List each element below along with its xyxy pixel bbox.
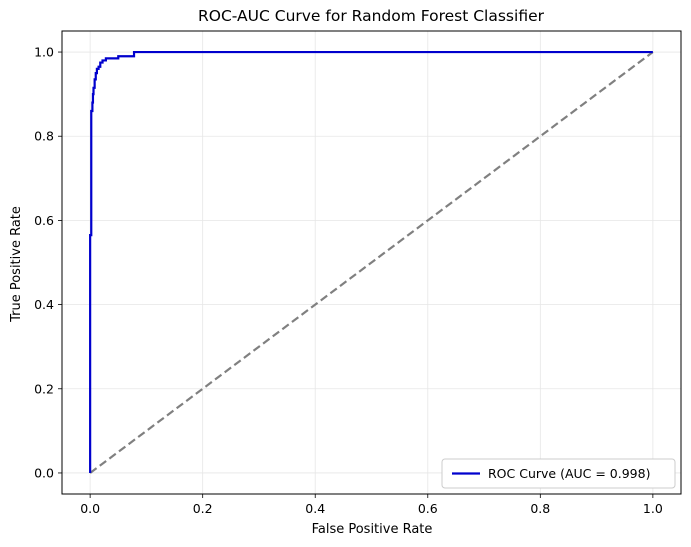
series-layer — [89, 50, 654, 474]
x-tick-label: 0.4 — [305, 501, 325, 516]
y-tick-label: 0.0 — [34, 465, 54, 480]
y-tick-label: 0.8 — [34, 129, 54, 144]
y-tick-label: 0.4 — [34, 297, 54, 312]
y-tick-label: 0.6 — [34, 213, 54, 228]
roc-curve-line — [89, 50, 653, 473]
x-tick-label: 1.0 — [643, 501, 663, 516]
x-axis-label: False Positive Rate — [312, 522, 433, 537]
plot-frame — [61, 30, 682, 495]
y-tick-label: 1.0 — [34, 45, 54, 60]
tick-layer: 0.0 0.2 0.4 0.6 0.8 1.0 0.0 0.2 0.4 0.6 0.8 1.0 — [34, 45, 663, 516]
y-axis-label: True Positive Rate — [9, 206, 24, 323]
y-tick-label: 0.2 — [34, 381, 54, 396]
x-tick-label: 0.8 — [530, 501, 550, 516]
chart-title: ROC-AUC Curve for Random Forest Classifi… — [198, 7, 545, 25]
x-tick-label: 0.0 — [80, 501, 100, 516]
legend: ROC Curve (AUC = 0.998) — [441, 458, 676, 489]
legend-box — [441, 458, 676, 489]
diagonal-reference-line — [89, 51, 654, 474]
grid — [62, 31, 681, 494]
legend-label-roc: ROC Curve (AUC = 0.998) — [488, 466, 650, 481]
x-tick-label: 0.6 — [418, 501, 438, 516]
x-tick-label: 0.2 — [193, 501, 213, 516]
